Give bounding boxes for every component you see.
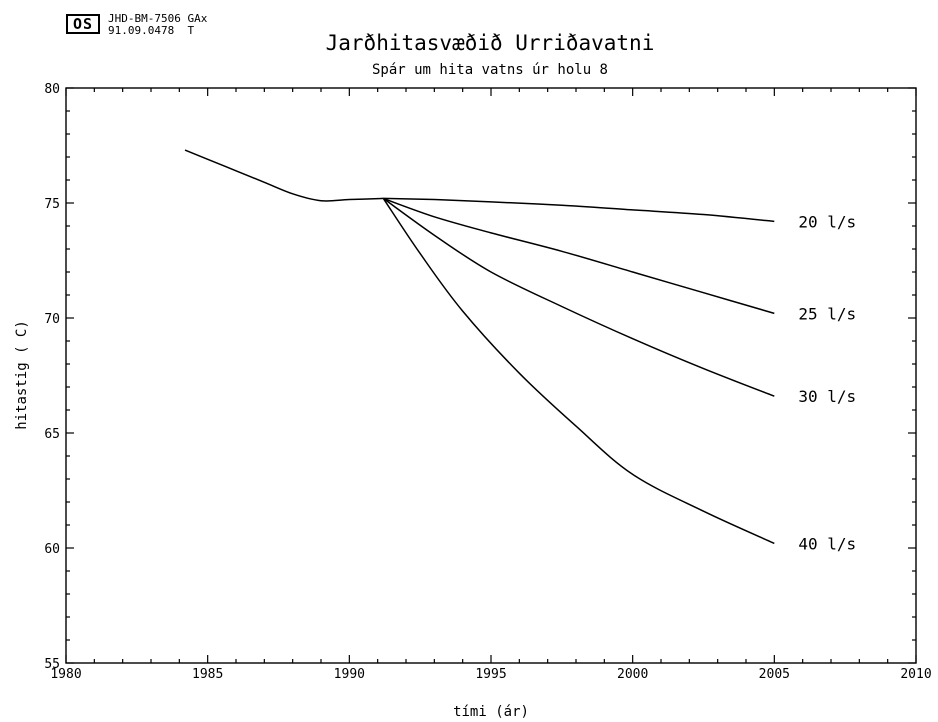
series-lines: 20 l/s 25 l/s 30 l/s 40 l/s [184, 149, 856, 553]
logo: OS [66, 14, 100, 34]
series-line-25-l-s [383, 197, 775, 315]
document-number: 91.09.0478 T [108, 24, 195, 37]
series-line-history [184, 149, 384, 202]
series-line-20-l-s [383, 197, 775, 223]
document-code: JHD-BM-7506 GAx [108, 12, 208, 25]
series-line-30-l-s [382, 197, 775, 397]
series-label-20-l-s: 20 l/s [798, 212, 856, 231]
x-tick-label: 1990 [334, 667, 365, 682]
series-label-25-l-s: 25 l/s [798, 304, 856, 323]
y-tick-label: 70 [44, 312, 60, 327]
plot-frame [65, 87, 917, 664]
series-line-40-l-s [382, 197, 775, 545]
x-tick-label: 2000 [617, 667, 648, 682]
x-axis-label: tími (ár) [453, 704, 529, 720]
y-tick-label: 65 [44, 427, 60, 442]
x-tick-label: 2005 [759, 667, 790, 682]
series-label-30-l-s: 30 l/s [798, 387, 856, 406]
y-tick-label: 80 [44, 82, 60, 97]
axes: 1980 1985 1990 1995 2000 2005 2010 55 60 65 70 75 80 [44, 82, 931, 682]
chart-subtitle: Spár um hita vatns úr holu 8 [372, 62, 608, 78]
y-tick-label: 55 [44, 657, 60, 672]
y-tick-label: 60 [44, 542, 60, 557]
y-tick-label: 75 [44, 197, 60, 212]
series-label-40-l-s: 40 l/s [798, 534, 856, 553]
x-tick-label: 2010 [900, 667, 931, 682]
y-axis-label: hitastig ( C) [14, 320, 30, 430]
x-tick-label: 1980 [50, 667, 81, 682]
x-tick-label: 1995 [475, 667, 506, 682]
chart-title: Jarðhitasvæðið Urriðavatni [326, 31, 655, 55]
x-tick-label: 1985 [192, 667, 223, 682]
